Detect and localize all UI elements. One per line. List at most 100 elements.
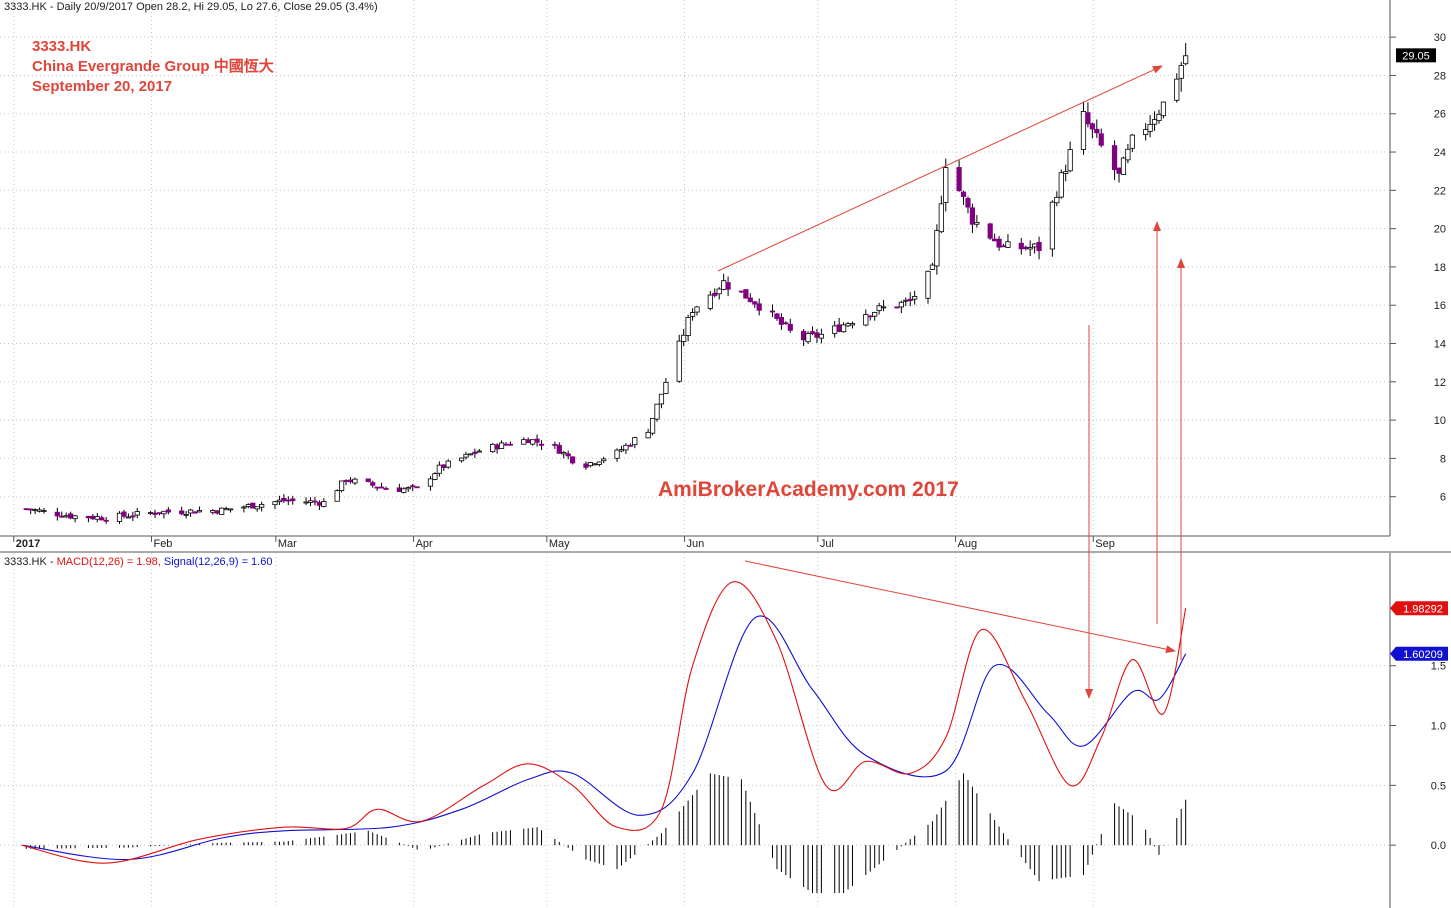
candle-body xyxy=(880,306,887,309)
candle-body xyxy=(614,449,620,459)
candle-body xyxy=(507,443,514,446)
candle-body xyxy=(383,488,389,490)
candle-body xyxy=(103,519,109,522)
candle-body xyxy=(685,317,691,336)
candle-body xyxy=(161,510,167,515)
candle-body xyxy=(94,516,100,520)
candle-body xyxy=(898,301,904,308)
candle-body xyxy=(956,167,962,192)
candle-body xyxy=(503,443,509,446)
candle-body xyxy=(1027,247,1033,250)
candle-body xyxy=(396,487,402,492)
candle-body xyxy=(339,480,345,492)
candle-body xyxy=(583,463,589,468)
candle-body xyxy=(90,515,96,520)
candle-body xyxy=(863,314,869,326)
candle-body xyxy=(627,444,633,447)
candle-body xyxy=(441,464,447,468)
candle-body xyxy=(818,333,824,339)
candle-body xyxy=(32,509,38,512)
candle-body xyxy=(445,460,451,468)
month-label: Mar xyxy=(278,538,297,550)
candle-body xyxy=(712,292,718,296)
month-label: Feb xyxy=(153,538,172,550)
month-label: Aug xyxy=(958,538,978,550)
candle-body xyxy=(601,458,607,462)
candle-body xyxy=(721,280,727,290)
candle-body xyxy=(752,301,758,305)
candle-body xyxy=(241,506,247,509)
candle-body xyxy=(521,439,527,445)
candle-body xyxy=(1023,246,1029,250)
candle-body xyxy=(414,486,420,489)
candle-body xyxy=(285,499,291,502)
candle-body xyxy=(849,323,856,326)
candle-body xyxy=(1094,128,1100,134)
candle-body xyxy=(254,506,260,510)
candle-body xyxy=(1054,196,1060,204)
candle-body xyxy=(738,290,745,293)
candle-body xyxy=(840,324,847,333)
candle-body xyxy=(365,478,371,483)
price-tick-label: 6 xyxy=(1440,492,1446,504)
price-tick-label: 24 xyxy=(1434,147,1446,159)
candle-body xyxy=(938,203,944,233)
candle-body xyxy=(68,513,74,519)
price-tick-label: 20 xyxy=(1434,224,1446,236)
candle-body xyxy=(28,508,34,511)
date-axis: 2017 Feb Mar Apr May Jun Jul Aug Sep xyxy=(13,536,1115,550)
candle-body xyxy=(534,438,540,443)
candle-body xyxy=(552,443,558,446)
candle-body xyxy=(596,461,602,465)
macd-series xyxy=(21,581,1187,894)
candle-body xyxy=(316,502,323,506)
candle-body xyxy=(1005,241,1011,248)
candle-body xyxy=(725,282,731,290)
macd-tick-label: 1.5 xyxy=(1431,661,1446,673)
candle-body xyxy=(192,511,198,514)
candle-body xyxy=(747,297,753,303)
candle-body xyxy=(427,478,434,487)
month-label: 2017 xyxy=(16,538,40,550)
price-tick-label: 8 xyxy=(1440,453,1446,465)
candle-body xyxy=(1160,101,1167,117)
candle-body xyxy=(836,324,842,332)
candle-body xyxy=(259,503,265,508)
candle-body xyxy=(969,207,976,225)
candle-body xyxy=(1116,167,1122,174)
signal-value-tag xyxy=(1390,646,1448,661)
candle-body xyxy=(490,443,496,453)
candle-body xyxy=(214,510,220,514)
candle-body xyxy=(472,451,478,454)
price-tick-label: 10 xyxy=(1434,415,1446,427)
candle-body xyxy=(805,333,811,343)
candle-body xyxy=(996,238,1002,248)
price-tick-label: 30 xyxy=(1434,32,1446,44)
candle-body xyxy=(1080,111,1087,150)
candle-body xyxy=(130,515,136,518)
candle-body xyxy=(156,512,163,515)
candle-body xyxy=(1143,129,1149,136)
candle-body xyxy=(152,512,158,515)
candle-body xyxy=(587,462,593,467)
candle-body xyxy=(347,479,354,483)
price-grid xyxy=(0,0,1451,553)
candle-body xyxy=(401,488,407,493)
candle-body xyxy=(307,500,314,503)
trend-arrow xyxy=(717,65,1163,272)
candle-body xyxy=(23,508,29,511)
candle-body xyxy=(498,442,505,449)
candle-body xyxy=(716,288,722,295)
price-tick-label: 16 xyxy=(1434,300,1446,312)
candle-body xyxy=(814,332,820,338)
candle-body xyxy=(929,264,936,270)
signal-value-label: Signal(12,26,9) = 1.60 xyxy=(163,556,273,568)
candle-body xyxy=(1111,145,1118,171)
candle-body xyxy=(134,511,140,516)
candle-body xyxy=(912,296,918,300)
candle-body xyxy=(1049,201,1055,250)
candle-body xyxy=(321,500,327,507)
candle-body xyxy=(943,167,949,203)
candle-body xyxy=(374,486,380,489)
candle-body xyxy=(538,443,545,446)
